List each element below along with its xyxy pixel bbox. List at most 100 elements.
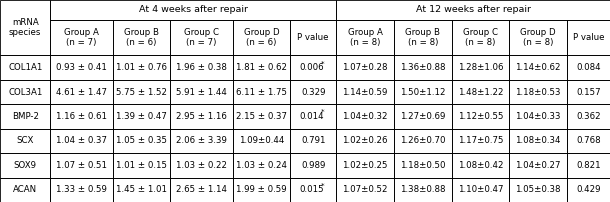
Bar — [394, 129, 451, 153]
Text: Group A
(n = 7): Group A (n = 7) — [64, 28, 99, 47]
Bar — [290, 178, 336, 202]
Text: 1.02±0.26: 1.02±0.26 — [342, 137, 388, 145]
Bar — [509, 80, 567, 104]
Text: 6.11 ± 1.75: 6.11 ± 1.75 — [236, 88, 287, 97]
Bar — [336, 104, 394, 129]
Bar — [451, 104, 509, 129]
Bar — [394, 178, 451, 202]
Text: 1.01 ± 0.76: 1.01 ± 0.76 — [116, 63, 167, 72]
Bar — [509, 153, 567, 178]
Bar — [394, 80, 451, 104]
Bar — [567, 129, 610, 153]
Bar — [113, 80, 170, 104]
Bar — [394, 20, 451, 56]
Text: 1.28±1.06: 1.28±1.06 — [458, 63, 503, 72]
Bar — [336, 0, 610, 20]
Text: 1.16 ± 0.61: 1.16 ± 0.61 — [56, 112, 107, 121]
Text: 1.07±0.28: 1.07±0.28 — [342, 63, 388, 72]
Text: 1.09±0.44: 1.09±0.44 — [239, 137, 284, 145]
Bar — [336, 20, 394, 56]
Bar — [336, 56, 394, 80]
Text: 1.45 ± 1.01: 1.45 ± 1.01 — [116, 185, 167, 194]
Text: 1.04 ± 0.37: 1.04 ± 0.37 — [56, 137, 107, 145]
Text: Group D
(n = 6): Group D (n = 6) — [243, 28, 279, 47]
Text: 1.12±0.55: 1.12±0.55 — [458, 112, 503, 121]
Text: 1.17±0.75: 1.17±0.75 — [458, 137, 503, 145]
Bar — [567, 56, 610, 80]
Bar — [336, 153, 394, 178]
Bar — [336, 178, 394, 202]
Text: *: * — [320, 182, 324, 188]
Text: At 12 weeks after repair: At 12 weeks after repair — [415, 5, 531, 15]
Text: 0.329: 0.329 — [301, 88, 326, 97]
Text: COL3A1: COL3A1 — [8, 88, 42, 97]
Text: 1.27±0.69: 1.27±0.69 — [400, 112, 445, 121]
Bar — [451, 178, 509, 202]
Bar — [51, 20, 113, 56]
Text: P value: P value — [573, 33, 605, 42]
Bar — [394, 104, 451, 129]
Bar — [567, 20, 610, 56]
Bar — [170, 104, 232, 129]
Bar — [51, 80, 113, 104]
Text: 1.18±0.50: 1.18±0.50 — [400, 161, 445, 170]
Text: Group B
(n = 6): Group B (n = 6) — [124, 28, 159, 47]
Text: 1.04±0.33: 1.04±0.33 — [515, 112, 561, 121]
Bar — [336, 80, 394, 104]
Text: 5.75 ± 1.52: 5.75 ± 1.52 — [116, 88, 167, 97]
Text: 0.989: 0.989 — [301, 161, 325, 170]
Bar — [0, 0, 51, 56]
Text: 1.07±0.52: 1.07±0.52 — [342, 185, 388, 194]
Text: 1.81 ± 0.62: 1.81 ± 0.62 — [236, 63, 287, 72]
Text: 0.768: 0.768 — [576, 137, 601, 145]
Bar — [0, 178, 51, 202]
Text: 2.65 ± 1.14: 2.65 ± 1.14 — [176, 185, 227, 194]
Text: At 4 weeks after repair: At 4 weeks after repair — [138, 5, 248, 15]
Bar — [51, 178, 113, 202]
Bar — [567, 80, 610, 104]
Text: 0.791: 0.791 — [301, 137, 326, 145]
Bar — [232, 104, 290, 129]
Text: 0.821: 0.821 — [576, 161, 601, 170]
Text: SOX9: SOX9 — [13, 161, 37, 170]
Text: 1.05 ± 0.35: 1.05 ± 0.35 — [116, 137, 167, 145]
Text: 4.61 ± 1.47: 4.61 ± 1.47 — [56, 88, 107, 97]
Text: Group D
(n = 8): Group D (n = 8) — [520, 28, 556, 47]
Bar — [0, 56, 51, 80]
Bar — [113, 20, 170, 56]
Text: 0.362: 0.362 — [576, 112, 601, 121]
Text: 1.04±0.32: 1.04±0.32 — [342, 112, 388, 121]
Text: *: * — [320, 60, 324, 66]
Bar — [509, 20, 567, 56]
Text: *: * — [320, 109, 324, 115]
Bar — [394, 56, 451, 80]
Bar — [451, 129, 509, 153]
Bar — [290, 153, 336, 178]
Bar — [232, 129, 290, 153]
Bar — [51, 129, 113, 153]
Bar — [290, 104, 336, 129]
Bar — [0, 129, 51, 153]
Text: 1.05±0.38: 1.05±0.38 — [515, 185, 561, 194]
Text: 5.91 ± 1.44: 5.91 ± 1.44 — [176, 88, 227, 97]
Bar — [451, 153, 509, 178]
Bar — [509, 178, 567, 202]
Text: 1.02±0.25: 1.02±0.25 — [342, 161, 388, 170]
Bar — [170, 20, 232, 56]
Text: 2.95 ± 1.16: 2.95 ± 1.16 — [176, 112, 227, 121]
Bar — [113, 153, 170, 178]
Bar — [51, 56, 113, 80]
Bar — [336, 129, 394, 153]
Text: 1.39 ± 0.47: 1.39 ± 0.47 — [116, 112, 167, 121]
Text: 1.36±0.88: 1.36±0.88 — [400, 63, 445, 72]
Text: 1.48±1.22: 1.48±1.22 — [458, 88, 503, 97]
Bar — [451, 20, 509, 56]
Text: 1.04±0.27: 1.04±0.27 — [515, 161, 561, 170]
Text: 1.26±0.70: 1.26±0.70 — [400, 137, 445, 145]
Text: P value: P value — [298, 33, 329, 42]
Text: 0.006: 0.006 — [299, 63, 323, 72]
Bar — [51, 0, 336, 20]
Bar — [290, 129, 336, 153]
Bar — [232, 178, 290, 202]
Text: mRNA
species: mRNA species — [9, 18, 41, 37]
